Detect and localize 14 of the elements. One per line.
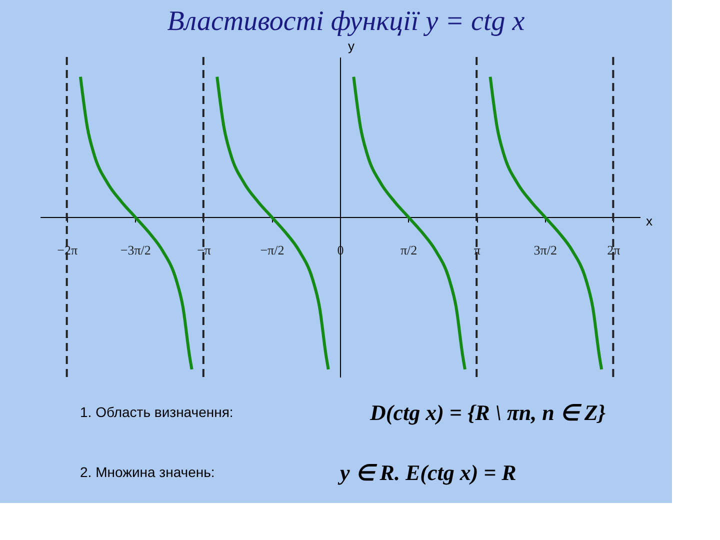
text: 2. Множина значень: bbox=[80, 464, 215, 480]
text: D(ctg x) = {R \ πn, n ∈ Z} bbox=[369, 400, 606, 425]
y-axis-title: y bbox=[348, 38, 355, 54]
x-axis-title: x bbox=[646, 214, 653, 228]
x-tick-label: π/2 bbox=[400, 242, 418, 258]
chart-title: Властивості функції y = ctg x bbox=[167, 6, 526, 37]
x-tick-label: −π/2 bbox=[260, 242, 284, 258]
text: 1. Область визначення: bbox=[80, 404, 234, 420]
x-tick-label: 2π bbox=[607, 242, 621, 258]
x-tick-label: 3π/2 bbox=[534, 242, 557, 258]
x-tick-label: π bbox=[474, 242, 481, 258]
x-tick-label: −π bbox=[196, 242, 212, 258]
text: y ∈ R. E(ctg x) = R bbox=[337, 460, 516, 485]
x-tick-label: −3π/2 bbox=[120, 242, 151, 258]
